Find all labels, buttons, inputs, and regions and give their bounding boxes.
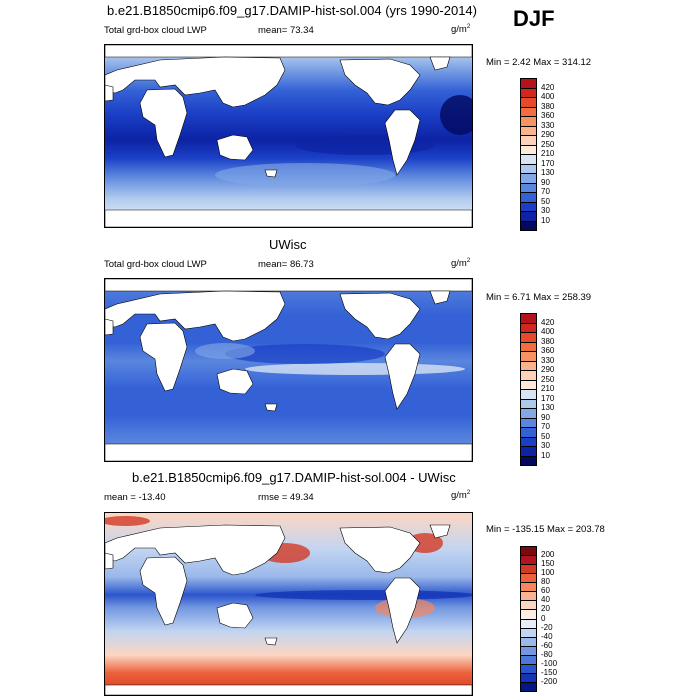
panel3-unit: g/m2 — [451, 490, 471, 502]
colorbar-label: 330 — [541, 355, 555, 365]
colorbar-label: 380 — [541, 101, 555, 111]
colorbar-label: 60 — [541, 586, 550, 596]
colorbar-label: 330 — [541, 120, 555, 130]
panel3-title: b.e21.B1850cmip6.f09_g17.DAMIP-hist-sol.… — [132, 470, 456, 485]
panel3-map-plot — [105, 513, 472, 695]
panel1-map — [104, 44, 473, 228]
colorbar-label: 420 — [541, 82, 555, 92]
panel1-colorbar: 420 400 380 360 330 290 250 210 170 130 90 70 50 30 10 — [520, 78, 590, 231]
colorbar-label: 10 — [541, 215, 550, 225]
colorbar-box — [520, 455, 537, 466]
colorbar-label: 250 — [541, 374, 555, 384]
colorbar-label: 130 — [541, 403, 555, 412]
colorbar-label: 130 — [541, 168, 555, 177]
panel1-unit: g/m2 — [451, 24, 471, 36]
panel3-mean: mean = -13.40 — [104, 492, 166, 503]
colorbar-label: 250 — [541, 139, 555, 149]
colorbar-label: 50 — [541, 431, 550, 441]
panel1-mean: mean= 73.34 — [258, 25, 314, 36]
colorbar-label: -100 — [541, 658, 558, 668]
colorbar-box — [520, 681, 537, 692]
colorbar-label: 380 — [541, 336, 555, 346]
colorbar-label: 70 — [541, 187, 550, 196]
colorbar-label: 10 — [541, 450, 550, 460]
colorbar-label: 200 — [541, 550, 555, 560]
panel1-title: b.e21.B1850cmip6.f09_g17.DAMIP-hist-sol.… — [107, 3, 477, 18]
colorbar-label: 30 — [541, 206, 550, 215]
colorbar-label: 400 — [541, 327, 555, 336]
colorbar-label: 210 — [541, 384, 555, 393]
panel1-map-plot — [105, 45, 472, 227]
season-label: DJF — [513, 6, 555, 31]
panel2-colorbar: 420 400 380 360 330 290 250 210 170 130 90 70 50 30 10 — [520, 313, 590, 466]
panel1-field-label: Total grd-box cloud LWP — [104, 25, 207, 36]
colorbar-label: 290 — [541, 365, 555, 374]
colorbar-label: 170 — [541, 158, 555, 168]
colorbar-label: 70 — [541, 422, 550, 431]
panel2-minmax: Min = 6.71 Max = 258.39 — [486, 292, 592, 303]
panel3-rmse: rmse = 49.34 — [258, 492, 314, 503]
panel2-field-label: Total grd-box cloud LWP — [104, 259, 207, 270]
colorbar-label: 80 — [541, 577, 550, 587]
colorbar-label: -40 — [541, 631, 553, 641]
colorbar-label: -200 — [541, 676, 558, 686]
colorbar-label: 170 — [541, 393, 555, 403]
panel2-map — [104, 278, 473, 462]
panel2-title: UWisc — [269, 237, 307, 252]
colorbar-label: 210 — [541, 149, 555, 158]
panel3-colorbar: 200 150 100 80 60 40 20 0 -20 -40 -60 -80 -100 -150 -2… — [520, 546, 590, 692]
colorbar-label: 90 — [541, 177, 550, 187]
colorbar-label: -150 — [541, 667, 558, 677]
colorbar-label: 40 — [541, 595, 550, 605]
colorbar-label: 360 — [541, 111, 555, 120]
colorbar-label: 50 — [541, 196, 550, 206]
colorbar-label: 90 — [541, 412, 550, 422]
colorbar-box — [520, 220, 537, 231]
panel2-unit: g/m2 — [451, 258, 471, 270]
colorbar-label: -80 — [541, 649, 553, 659]
panel2-map-plot — [105, 279, 472, 461]
colorbar-label: 100 — [541, 568, 555, 578]
colorbar-label: 400 — [541, 92, 555, 101]
panel3-minmax: Min = -135.15 Max = 203.78 — [486, 524, 605, 535]
colorbar-label: 0 — [541, 613, 546, 623]
panel1-minmax: Min = 2.42 Max = 314.12 — [486, 57, 592, 68]
colorbar-label: 20 — [541, 604, 550, 614]
panel3-map — [104, 512, 473, 696]
colorbar-label: 150 — [541, 559, 555, 569]
panel2-mean: mean= 86.73 — [258, 259, 314, 270]
colorbar-label: 290 — [541, 130, 555, 139]
colorbar-label: -20 — [541, 622, 553, 632]
colorbar-label: -60 — [541, 640, 553, 650]
colorbar-label: 420 — [541, 317, 555, 327]
colorbar-label: 30 — [541, 441, 550, 450]
colorbar-label: 360 — [541, 346, 555, 355]
